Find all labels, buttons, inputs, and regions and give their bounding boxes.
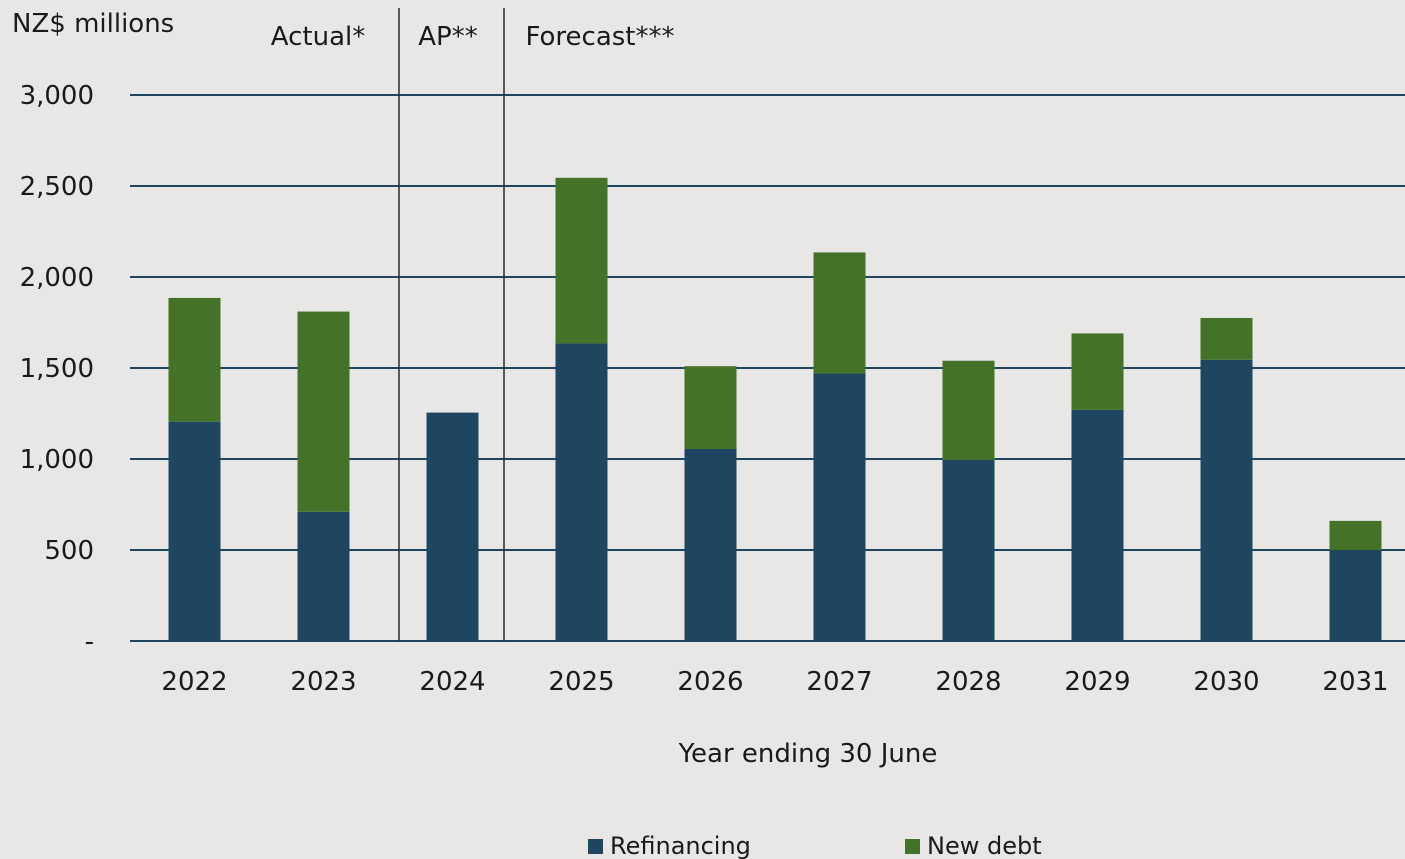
y-tick-label: - [85,627,94,657]
bar-new-debt-2026 [684,366,737,449]
y-axis-label: NZ$ millions [12,9,174,39]
legend-swatch [588,839,603,854]
x-tick-label: 2031 [1322,667,1388,697]
bar-new-debt-2022 [168,297,221,422]
x-tick-label: 2025 [548,667,614,697]
legend-swatch [905,839,920,854]
legend-label: Refinancing [610,832,751,859]
bar-new-debt-2031 [1329,520,1382,550]
x-tick-label: 2024 [419,667,485,697]
bar-refinancing-2030 [1200,359,1253,641]
x-tick-label: 2029 [1064,667,1130,697]
region-labels: Actual* AP** Forecast*** [271,22,675,52]
region-label: Forecast*** [525,22,674,52]
bar-refinancing-2031 [1329,550,1382,641]
bar-refinancing-2028 [942,459,995,641]
y-tick-label: 1,500 [20,354,94,384]
y-tick-label: 500 [44,536,94,566]
bar-refinancing-2027 [813,373,866,641]
region-separators [398,8,505,641]
region-label: Actual* [271,22,365,52]
bar-refinancing-2026 [684,448,737,641]
y-axis-ticks: - 500 1,000 1,500 2,000 2,500 3,000 [20,81,94,657]
bar-new-debt-2027 [813,252,866,374]
x-tick-label: 2022 [161,667,227,697]
y-tick-label: 2,500 [20,172,94,202]
region-label: AP** [418,22,477,52]
bar-refinancing-2022 [168,421,221,641]
x-tick-label: 2023 [290,667,356,697]
bar-new-debt-2028 [942,360,995,460]
x-axis-label: Year ending 30 June [678,739,938,769]
bar-refinancing-2024 [426,412,479,641]
x-tick-label: 2026 [677,667,743,697]
bar-new-debt-2029 [1071,333,1124,410]
bar-refinancing-2029 [1071,409,1124,641]
legend: Refinancing New debt [588,832,1042,859]
y-tick-label: 3,000 [20,81,94,111]
x-axis-ticks: 2022 2023 2024 2025 2026 2027 2028 2029 2030 2031 [161,667,1388,697]
y-tick-label: 2,000 [20,263,94,293]
legend-label: New debt [927,832,1042,859]
bar-new-debt-2023 [297,311,350,512]
x-tick-label: 2030 [1193,667,1259,697]
bar-new-debt-2025 [555,177,608,344]
bar-new-debt-2030 [1200,317,1253,360]
y-tick-label: 1,000 [20,445,94,475]
bar-refinancing-2025 [555,343,608,641]
x-tick-label: 2028 [935,667,1001,697]
bar-refinancing-2023 [297,511,350,641]
bars [168,177,1382,641]
x-tick-label: 2027 [806,667,872,697]
